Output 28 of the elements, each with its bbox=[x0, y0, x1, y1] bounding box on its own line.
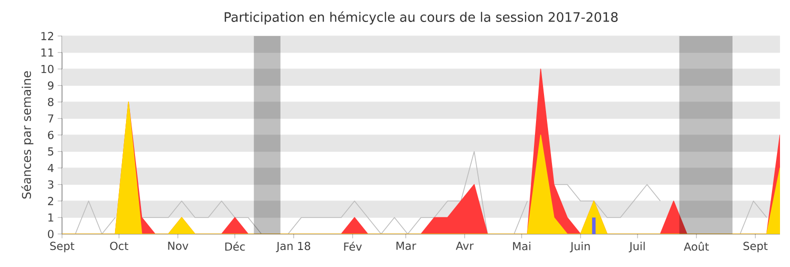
y-tick-label: 12 bbox=[41, 32, 54, 40]
y-tick-label: 1 bbox=[48, 213, 54, 222]
y-tick-label: 4 bbox=[48, 164, 54, 172]
y-tick-label: 5 bbox=[48, 147, 54, 156]
y-tick-label: 8 bbox=[48, 98, 54, 106]
x-tick-label: Juil bbox=[628, 242, 645, 252]
y-tick-label: 10 bbox=[41, 64, 54, 74]
y-tick-label: 6 bbox=[48, 130, 54, 140]
x-tick-label: Jan 18 bbox=[276, 242, 310, 252]
y-tick-label: 3 bbox=[48, 180, 54, 189]
x-tick-label: Août bbox=[684, 242, 709, 251]
x-tick-label: Nov bbox=[168, 242, 188, 250]
chart-title: Participation en hémicycle au cours de la session 2017-2018 bbox=[224, 11, 618, 24]
y-tick-label: 9 bbox=[48, 81, 54, 90]
x-tick-label: Sept bbox=[50, 242, 74, 252]
y-tick-label: 2 bbox=[48, 196, 54, 206]
x-tick-label: Déc bbox=[225, 242, 245, 251]
x-tick-label: Mai bbox=[513, 242, 530, 250]
y-axis-title: Séances par semaine bbox=[21, 71, 34, 199]
x-tick-label: Fév bbox=[344, 242, 362, 251]
x-tick-label: Juin bbox=[570, 242, 590, 252]
y-tick-label: 11 bbox=[41, 48, 54, 57]
x-tick-label: Sept bbox=[744, 242, 768, 252]
y-tick-label: 7 bbox=[48, 114, 54, 122]
x-tick-label: Oct bbox=[110, 242, 128, 250]
y-tick-label: 0 bbox=[48, 230, 54, 238]
x-tick-label: Mar bbox=[396, 242, 416, 250]
x-tick-label: Avr bbox=[456, 242, 474, 250]
